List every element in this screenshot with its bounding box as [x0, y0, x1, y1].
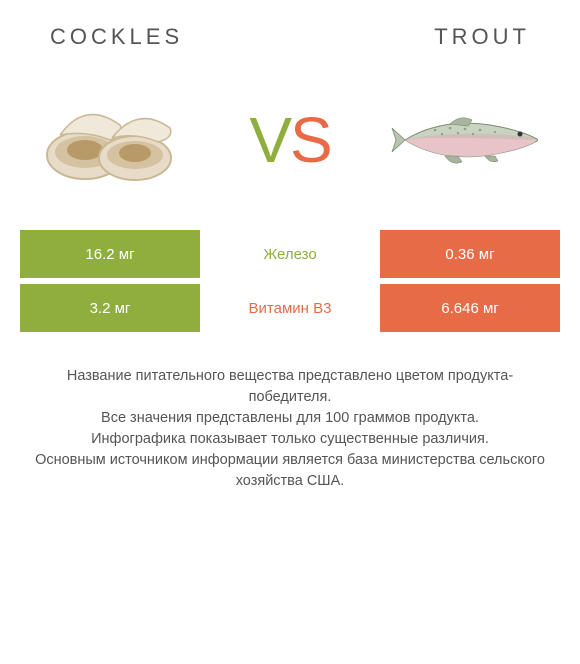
nutrient-rows: 16.2 мгЖелезо0.36 мг 3.2 мгВитамин B36.64… — [0, 230, 580, 332]
comparison-header: COCKLES TROUT — [0, 0, 580, 60]
footer-notes: Название питательного вещества представл… — [0, 338, 580, 492]
trout-image — [390, 80, 550, 200]
right-value-cell: 0.36 мг — [380, 230, 560, 278]
vs-v: V — [249, 104, 290, 176]
footer-line-3: Инфографика показывает только существенн… — [30, 429, 550, 450]
left-value-cell: 3.2 мг — [20, 284, 200, 332]
nutrient-name-cell: Витамин B3 — [200, 284, 380, 332]
right-value-cell: 6.646 мг — [380, 284, 560, 332]
vs-row: VS — [0, 60, 580, 230]
left-value-cell: 16.2 мг — [20, 230, 200, 278]
nutrient-row: 16.2 мгЖелезо0.36 мг — [20, 230, 560, 278]
vs-s: S — [290, 104, 331, 176]
cockles-image — [30, 80, 190, 200]
right-product-title: TROUT — [434, 24, 530, 50]
footer-line-1: Название питательного вещества представл… — [30, 366, 550, 408]
nutrient-name-cell: Железо — [200, 230, 380, 278]
left-product-title: COCKLES — [50, 24, 183, 50]
nutrient-row: 3.2 мгВитамин B36.646 мг — [20, 284, 560, 332]
vs-label: VS — [249, 103, 330, 177]
footer-line-4: Основным источником информации является … — [30, 450, 550, 492]
footer-line-2: Все значения представлены для 100 граммо… — [30, 408, 550, 429]
